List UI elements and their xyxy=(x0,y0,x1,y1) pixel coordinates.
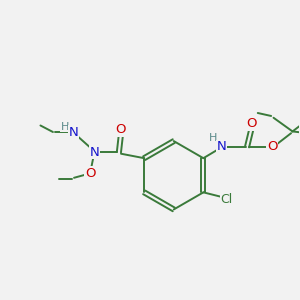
Text: O: O xyxy=(85,167,95,180)
Text: N: N xyxy=(68,125,78,139)
Text: N: N xyxy=(90,146,99,159)
Text: H: H xyxy=(209,133,218,143)
Text: Cl: Cl xyxy=(220,193,232,206)
Text: H: H xyxy=(61,122,69,132)
Text: O: O xyxy=(116,123,126,136)
Text: N: N xyxy=(217,140,227,153)
Text: O: O xyxy=(267,140,278,153)
Text: O: O xyxy=(246,118,257,130)
